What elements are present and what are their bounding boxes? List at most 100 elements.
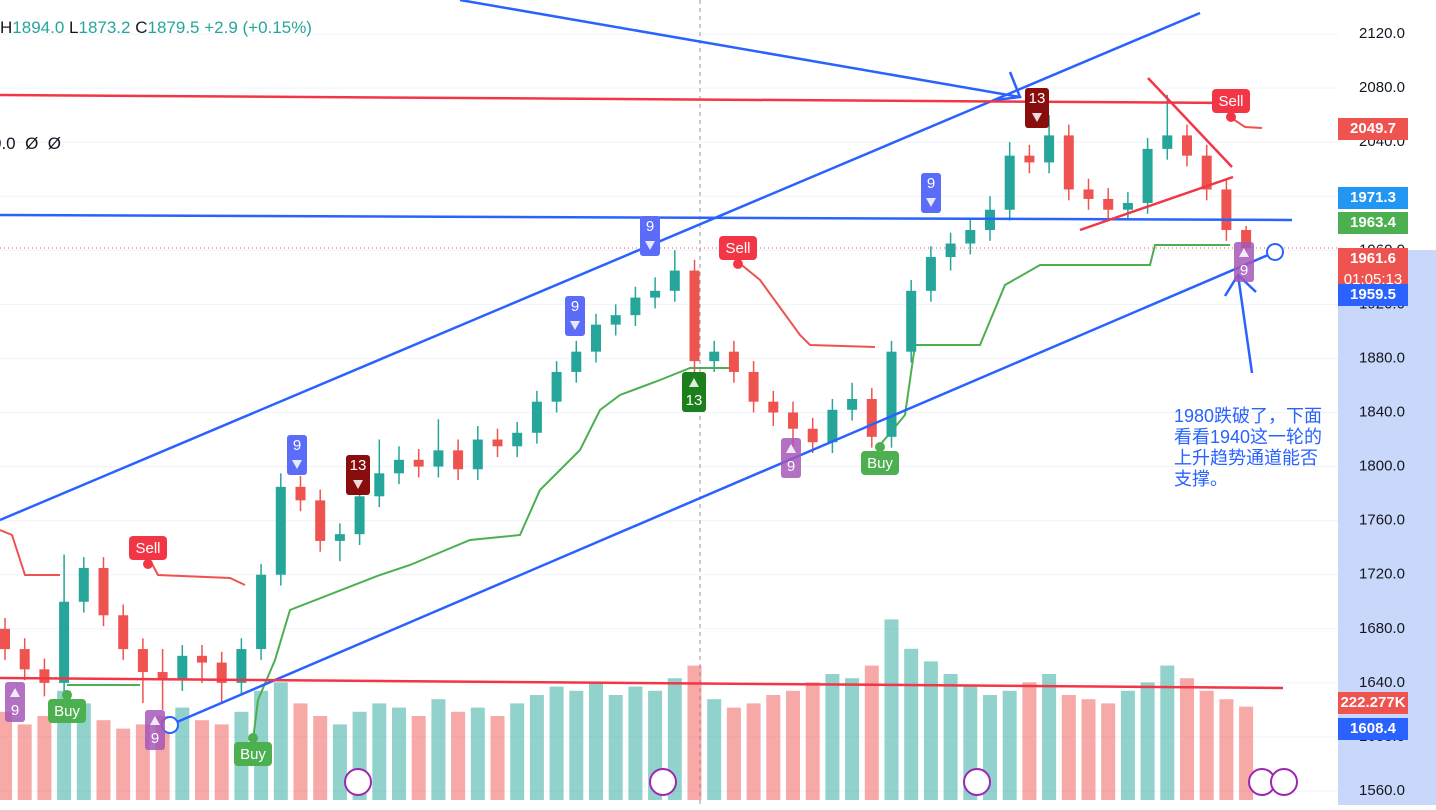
volume-bar bbox=[1101, 703, 1116, 800]
candle-body bbox=[965, 230, 976, 244]
signal-label: Sell bbox=[725, 240, 750, 257]
supertrend-down bbox=[0, 529, 60, 576]
candle-body bbox=[453, 450, 464, 470]
signal-box bbox=[861, 451, 899, 475]
volume-bar bbox=[431, 699, 446, 800]
price-tag bbox=[1338, 118, 1408, 140]
volume-bar bbox=[884, 619, 899, 800]
candle-body bbox=[866, 398, 877, 437]
signal-arrow bbox=[689, 378, 699, 387]
supertrend bbox=[0, 116, 1263, 741]
candle-body bbox=[945, 243, 956, 258]
y-tick-label: 1640.0 bbox=[1359, 674, 1405, 691]
volume-bar bbox=[589, 682, 603, 800]
candle-body bbox=[1122, 202, 1133, 210]
signal-arrow bbox=[292, 460, 302, 469]
signal-arrow bbox=[10, 688, 20, 697]
resistance-line bbox=[0, 93, 1236, 105]
volume-bar bbox=[273, 682, 288, 800]
candle-body bbox=[216, 662, 227, 683]
signal-box bbox=[719, 236, 757, 260]
candle-body bbox=[78, 567, 89, 602]
volume-bar bbox=[392, 707, 406, 800]
candle-body bbox=[768, 401, 779, 413]
volume-bar bbox=[746, 703, 761, 800]
event-icon[interactable] bbox=[1270, 768, 1298, 796]
volume-bar bbox=[628, 686, 643, 800]
candle-body bbox=[610, 315, 621, 325]
candle-body bbox=[630, 297, 641, 316]
signal-arrow bbox=[1239, 248, 1249, 257]
event-icon[interactable] bbox=[649, 768, 677, 796]
volume-bar bbox=[293, 703, 308, 800]
drawings bbox=[0, 0, 1293, 734]
candle-body bbox=[433, 450, 444, 467]
candle-body bbox=[492, 439, 503, 447]
volume-bar bbox=[96, 720, 111, 800]
signal-arrow bbox=[786, 444, 796, 453]
volume-bar bbox=[667, 678, 682, 800]
volume-bar bbox=[1042, 674, 1057, 800]
volume-bar bbox=[608, 695, 623, 800]
price-tag-sub: 01:05:13 bbox=[1344, 271, 1402, 288]
candle-body bbox=[1044, 135, 1055, 163]
volume-bar bbox=[923, 661, 938, 800]
volume-bar bbox=[569, 690, 584, 800]
signal-box bbox=[346, 455, 370, 495]
volume-bar bbox=[1219, 699, 1234, 800]
candle-body bbox=[118, 615, 129, 650]
volume-bar bbox=[332, 724, 347, 800]
signal-label: Sell bbox=[135, 540, 160, 557]
candle-body bbox=[591, 324, 601, 352]
price-tag bbox=[1338, 718, 1408, 740]
volume-bar bbox=[1081, 699, 1096, 800]
signal-box bbox=[287, 435, 307, 475]
candle-body bbox=[137, 649, 148, 673]
volume-bar bbox=[1180, 678, 1194, 800]
signal-box bbox=[5, 682, 25, 722]
price-tag bbox=[1338, 212, 1408, 234]
candle-body bbox=[354, 496, 365, 535]
event-icon[interactable] bbox=[963, 768, 991, 796]
signal-box bbox=[1234, 242, 1254, 282]
y-tick-label: 1720.0 bbox=[1359, 566, 1405, 583]
candle-body bbox=[886, 351, 897, 437]
candle-body bbox=[571, 351, 582, 372]
candle-body bbox=[394, 459, 404, 474]
indicator-values: 0.0 Ø Ø bbox=[0, 134, 61, 153]
grid bbox=[0, 33, 1338, 792]
candle-body bbox=[1083, 189, 1094, 199]
candle-body bbox=[197, 655, 207, 663]
arrow bbox=[1236, 274, 1254, 374]
signal-box bbox=[145, 710, 165, 750]
volume-bar bbox=[37, 716, 52, 800]
trend-line bbox=[1147, 77, 1233, 168]
signal-arrow bbox=[645, 241, 655, 250]
volume-bar bbox=[726, 707, 741, 800]
volume-bar bbox=[707, 699, 722, 800]
label: L bbox=[69, 18, 79, 37]
signal-arrow bbox=[1032, 113, 1042, 122]
anchor[interactable] bbox=[1266, 243, 1284, 261]
signal-label: 9 bbox=[646, 218, 654, 235]
label: C bbox=[135, 18, 148, 37]
volume-bar bbox=[175, 707, 190, 800]
arrow-head bbox=[994, 71, 1022, 102]
signal-label: 13 bbox=[1029, 90, 1046, 107]
volume-bar bbox=[845, 678, 860, 800]
annotation: 1980跌破了，下面看看1940这一轮的上升趋势通道能否支撑。 bbox=[1174, 406, 1323, 489]
volume-bar bbox=[766, 695, 781, 800]
price-tag-label: 1971.3 bbox=[1350, 189, 1396, 206]
volume-bar bbox=[825, 674, 840, 800]
volume-bar bbox=[943, 674, 958, 800]
signal-box bbox=[921, 173, 941, 213]
y-tick-label: 1880.0 bbox=[1359, 349, 1405, 366]
candle-body bbox=[1241, 230, 1252, 249]
candle-body bbox=[157, 672, 168, 681]
candle-body bbox=[788, 412, 798, 429]
event-icon[interactable] bbox=[344, 768, 372, 796]
candle-body bbox=[19, 649, 30, 670]
volume-bar bbox=[451, 711, 466, 800]
candle-body bbox=[728, 351, 739, 372]
volume-bar bbox=[214, 724, 229, 800]
